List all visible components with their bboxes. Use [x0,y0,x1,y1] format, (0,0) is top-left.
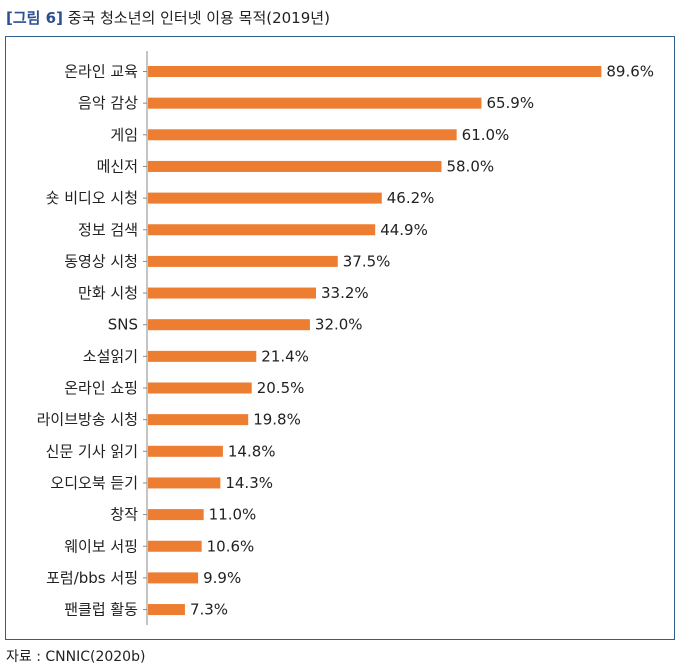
bar [148,160,442,172]
value-label: 65.9% [486,94,534,112]
bar [148,414,249,426]
chart-frame: 온라인 교육 89.6% 음악 감상 65.9% 게임 61.0% 메신저 58.0% 숏 비디… [5,36,675,640]
category-label: 포럼/bbs 서핑 [46,569,138,587]
value-label: 58.0% [446,157,494,175]
category-label: 정보 검색 [78,221,138,239]
category-label: 온라인 교육 [64,63,138,81]
value-label: 14.3% [225,474,273,492]
category-label: 팬클럽 활동 [64,601,138,619]
value-label: 33.2% [321,284,369,302]
figure-header: [그림 6] 중국 청소년의 인터넷 이용 목적(2019년) [6,7,330,28]
bar [148,66,602,77]
value-label: 14.8% [228,442,276,460]
value-label: 61.0% [462,126,510,144]
value-label: 9.9% [203,569,241,587]
figure-title: 중국 청소년의 인터넷 이용 목적(2019년) [67,9,330,27]
category-label: 창작 [110,506,138,524]
category-label: 오디오북 듣기 [50,474,138,492]
value-label: 44.9% [380,221,428,239]
value-label: 37.5% [343,252,391,270]
bar [148,445,223,457]
bar [148,224,376,236]
figure-tag: [그림 6] [6,9,63,27]
bar [148,540,202,552]
bar [148,477,221,489]
value-label: 10.6% [207,537,255,555]
bar [148,287,316,299]
value-label: 46.2% [387,189,435,207]
bar [148,604,185,616]
bar [148,255,338,267]
category-label: SNS [108,316,138,334]
value-label: 32.0% [315,316,363,334]
bar [148,509,204,521]
bar [148,97,482,109]
category-label: 메신저 [97,157,138,175]
category-label: 신문 기사 읽기 [46,442,138,460]
value-label: 20.5% [257,379,305,397]
bar [148,572,199,584]
value-label: 89.6% [606,63,654,81]
category-label: 웨이보 서핑 [64,537,138,555]
value-label: 7.3% [190,601,228,619]
bar [148,319,310,331]
source-note: 자료 : CNNIC(2020b) [6,649,146,665]
bar [148,382,252,394]
category-label: 숏 비디오 시청 [46,189,138,207]
bar [148,350,257,362]
category-label: 음악 감상 [78,94,138,112]
category-label: 라이브방송 시청 [37,411,138,429]
category-label: 만화 시청 [78,284,138,302]
category-label: 동영상 시청 [64,252,138,270]
category-label: 소설읽기 [83,347,138,365]
value-label: 19.8% [253,411,301,429]
category-label: 온라인 쇼핑 [64,379,138,397]
bar-chart: 온라인 교육 89.6% 음악 감상 65.9% 게임 61.0% 메신저 58.0% 숏 비디… [37,51,654,625]
bar [148,129,457,141]
category-label: 게임 [110,126,138,144]
value-label: 21.4% [261,347,309,365]
bar [148,192,382,204]
value-label: 11.0% [209,506,257,524]
